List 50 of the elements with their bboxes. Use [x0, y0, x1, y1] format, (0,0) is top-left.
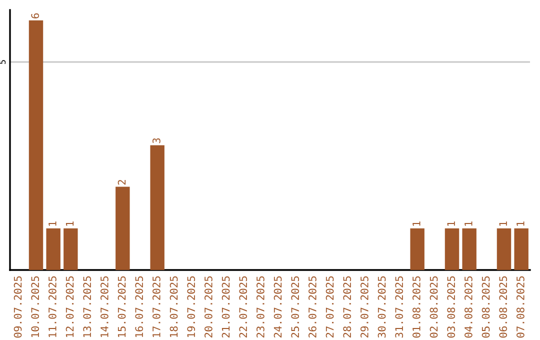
x-tick-label: 28.07.2025	[343, 276, 352, 338]
bar	[150, 145, 164, 270]
x-tick-label: 07.08.2025	[516, 276, 524, 338]
data-label: 6	[31, 13, 40, 18]
x-tick-label: 01.08.2025	[412, 276, 420, 338]
x-tick-label: 20.07.2025	[204, 276, 212, 338]
bar	[28, 20, 44, 270]
bar	[116, 186, 130, 270]
x-tick-label: 09.07.2025	[14, 276, 22, 338]
data-label: 2	[118, 180, 126, 185]
data-label: 1	[516, 221, 524, 226]
bar	[410, 228, 424, 270]
x-tick-label: 29.07.2025	[360, 276, 368, 338]
x-tick-label: 27.07.2025	[326, 276, 334, 338]
x-tick-label: 30.07.2025	[378, 276, 386, 338]
x-tick-label: 26.07.2025	[308, 276, 316, 338]
data-label: 3	[152, 138, 160, 144]
x-tick-label: 23.07.2025	[256, 276, 264, 338]
x-tick-label: 25.07.2025	[291, 276, 300, 338]
bar	[46, 228, 60, 270]
x-tick-label: 05.08.2025	[482, 276, 490, 338]
x-tick-label: 24.07.2025	[274, 276, 282, 338]
bar	[64, 228, 78, 270]
x-tick-label: 15.07.2025	[118, 276, 126, 338]
data-label: 1	[412, 221, 420, 226]
bar	[444, 228, 460, 270]
data-label: 1	[499, 221, 507, 226]
data-label: 1	[48, 221, 56, 226]
x-tick-label: 03.08.2025	[447, 276, 456, 338]
x-tick-label: 10.07.2025	[31, 276, 40, 338]
data-label: 1	[447, 221, 455, 226]
x-tick-label: 12.07.2025	[66, 276, 74, 338]
bar	[462, 228, 476, 270]
x-tick-label: 21.07.2025	[222, 276, 230, 338]
x-tick-label: 06.08.2025	[499, 276, 508, 338]
x-tick-label: 16.07.2025	[135, 276, 144, 338]
bar	[514, 228, 528, 270]
bar	[496, 228, 512, 270]
x-tick-label: 11.07.2025	[48, 276, 56, 338]
x-tick-label: 19.07.2025	[187, 276, 196, 338]
x-tick-label: 31.07.2025	[395, 276, 404, 338]
x-tick-label: 18.07.2025	[170, 276, 178, 338]
data-label: 1	[464, 221, 472, 226]
x-tick-label: 02.08.2025	[430, 276, 438, 338]
x-tick-label: 13.07.2025	[83, 276, 92, 338]
x-tick-label: 22.07.2025	[239, 276, 248, 338]
x-tick-label: 04.08.2025	[464, 276, 472, 338]
x-tick-label: 17.07.2025	[152, 276, 160, 338]
data-label: 1	[66, 221, 74, 226]
x-tick-label: 14.07.2025	[100, 276, 108, 338]
